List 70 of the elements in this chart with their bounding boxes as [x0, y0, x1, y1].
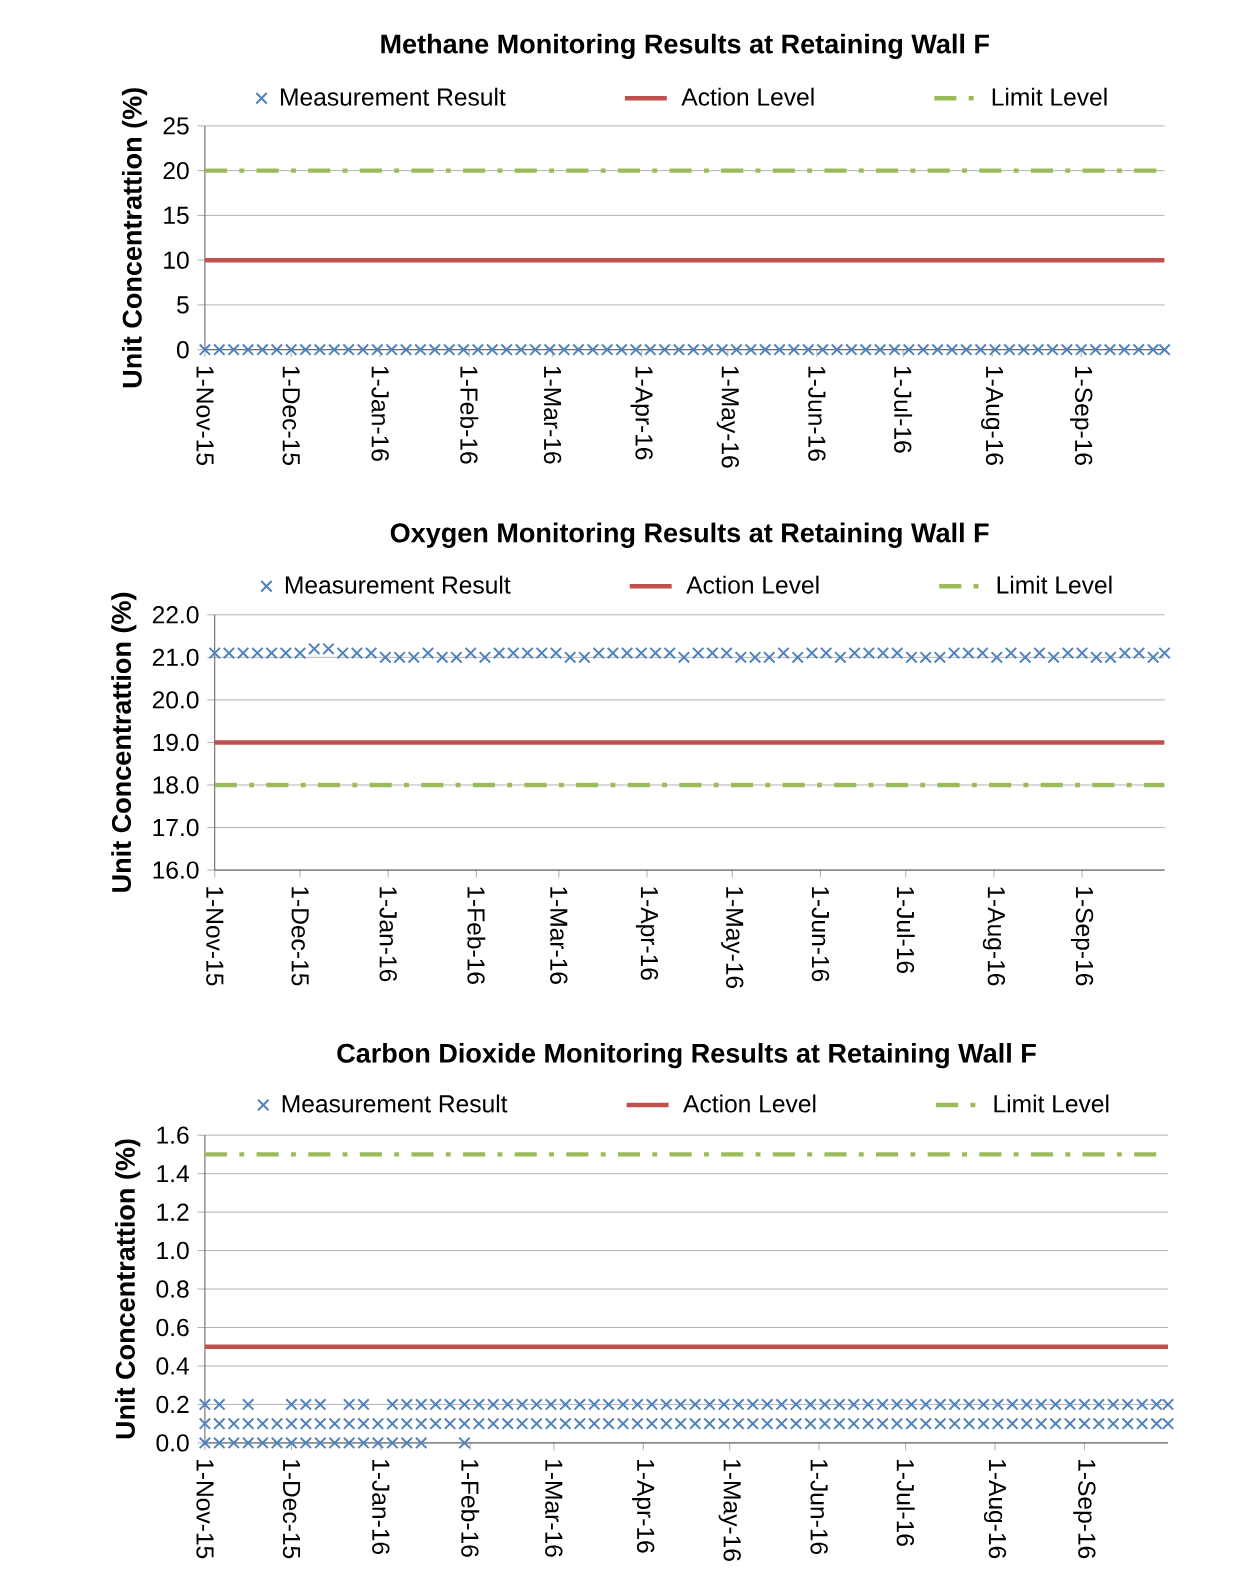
x-tick-label: 1-Nov-15	[196, 1460, 214, 1559]
y-tick-label: 19.0	[153, 733, 199, 752]
x-tick-label: 1-Jan-16	[371, 366, 389, 461]
y-tick-label: 22.0	[152, 606, 199, 624]
y-tick-label: 0.4	[156, 1357, 189, 1375]
x-tick-label: 1-May-16	[718, 1460, 741, 1561]
x-tick-label: 1-Dec-15	[282, 366, 300, 465]
x-tick-label: 1-Aug-16	[983, 1460, 1007, 1559]
y-axis-title: Unit Concentrattion (%)	[111, 592, 137, 892]
x-tick-label: 1-Sep-16	[1070, 366, 1093, 465]
x-tick-label: 1-Sep-16	[1073, 1460, 1096, 1559]
x-tick-label: 1-Nov-15	[196, 366, 214, 465]
legend-label: Action Level	[681, 87, 814, 106]
legend-label: Action Level	[686, 575, 819, 594]
y-tick-label: 0	[177, 341, 189, 359]
x-tick-label: 1-Jun-16	[808, 366, 826, 461]
x-tick-label: 1-Mar-16	[545, 1460, 563, 1557]
y-tick-label: 17.0	[153, 818, 199, 837]
x-tick-label: 1-Jul-16	[894, 366, 913, 453]
legend-label: Action Level	[683, 1094, 816, 1113]
y-tick-label: 20	[163, 161, 189, 180]
x-tick-label: 1-May-16	[716, 366, 739, 468]
y-tick-label: 1.0	[157, 1241, 189, 1260]
y-axis-title: Unit Concentrattion (%)	[115, 1139, 141, 1439]
y-tick-label: 0.0	[156, 1434, 189, 1452]
x-tick-label: 1-Feb-16	[461, 1460, 480, 1557]
y-tick-label: 0.8	[156, 1280, 189, 1298]
x-tick-label: 1-Dec-15	[291, 887, 309, 986]
legend-label: Limit Level	[994, 1094, 1109, 1113]
x-tick-label: 1-Feb-16	[460, 366, 479, 464]
y-axis-title: Unit Concentrattion (%)	[121, 88, 148, 388]
legend-label: Measurement Result	[282, 1094, 508, 1113]
x-tick-label: 1-Jan-16	[372, 1460, 390, 1555]
y-tick-label: 18.0	[153, 776, 199, 794]
x-tick-label: 1-May-16	[721, 887, 744, 989]
x-tick-label: 1-Dec-15	[282, 1460, 301, 1559]
legend-label: Limit Level	[992, 87, 1107, 106]
x-tick-label: 1-Aug-16	[981, 366, 1004, 465]
x-tick-label: 1-Mar-16	[550, 887, 568, 984]
x-tick-label: 1-Feb-16	[467, 887, 486, 984]
x-tick-label: 1-Jun-16	[810, 1460, 828, 1555]
chart-title: Oxygen Monitoring Results at Retaining Wall F	[390, 522, 989, 548]
x-tick-label: 1-Apr-16	[632, 1460, 655, 1553]
y-tick-label: 1.4	[157, 1165, 189, 1183]
legend-label: Measurement Result	[285, 575, 511, 594]
chart-title: Carbon Dioxide Monitoring Results at Retaining Wall F	[337, 1042, 1036, 1069]
x-tick-label: 1-Jan-16	[379, 887, 397, 982]
chart-title: Methane Monitoring Results at Retaining Wall F	[381, 33, 989, 60]
x-tick-label: 1-Aug-16	[982, 887, 1006, 986]
x-tick-label: 1-Jul-16	[896, 887, 915, 974]
y-tick-label: 21.0	[152, 648, 199, 667]
x-tick-label: 1-Nov-15	[206, 887, 224, 986]
y-tick-label: 15	[164, 206, 189, 224]
x-tick-label: 1-Mar-16	[543, 366, 562, 464]
legend-label: Measurement Result	[281, 87, 506, 106]
x-tick-label: 1-Sep-16	[1070, 887, 1094, 986]
x-tick-label: 1-Jun-16	[811, 887, 830, 982]
y-tick-label: 16.0	[153, 861, 199, 879]
y-tick-label: 10	[164, 251, 189, 269]
y-tick-label: 1.2	[157, 1203, 189, 1221]
y-tick-label: 25	[163, 117, 189, 135]
x-tick-label: 1-Apr-16	[635, 887, 659, 980]
y-tick-label: 0.6	[156, 1318, 189, 1337]
y-tick-label: 1.6	[157, 1126, 189, 1144]
y-tick-label: 5	[177, 296, 189, 314]
legend-label: Limit Level	[997, 575, 1112, 594]
x-tick-label: 1-Jul-16	[896, 1460, 915, 1546]
y-tick-label: 20.0	[152, 691, 199, 709]
x-tick-label: 1-Apr-16	[630, 366, 653, 460]
y-tick-label: 0.2	[156, 1395, 189, 1414]
